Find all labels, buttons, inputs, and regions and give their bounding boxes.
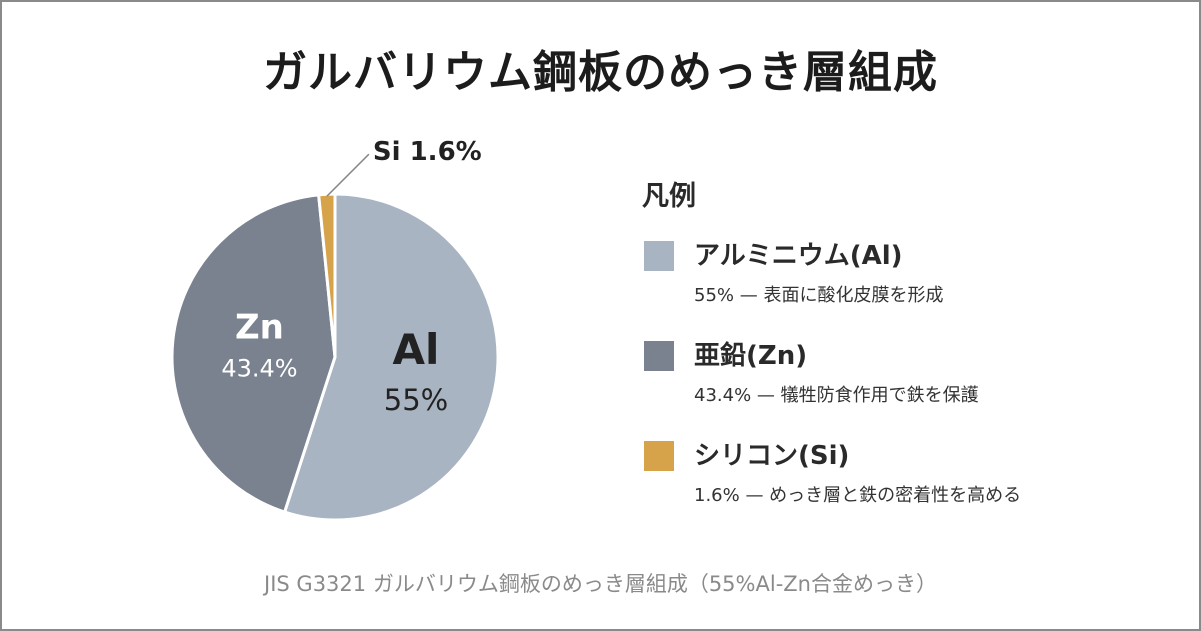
legend-title: 凡例 xyxy=(642,181,696,212)
pie-slice-aluminium xyxy=(283,192,500,522)
pie-slice-silicon xyxy=(317,192,337,359)
legend-item-silicon: シリコン(Si) 1.6% — めっき層と鉄の密着性を高める xyxy=(642,435,1182,535)
legend-item-aluminium: アルミニウム(Al) 55% — 表面に酸化皮膜を形成 xyxy=(642,235,1182,335)
footnote: JIS G3321 ガルバリウム鋼板のめっき層組成（55%Al-Zn合金めっき） xyxy=(264,572,937,596)
slice-value-aluminium: 55% xyxy=(384,383,448,417)
slice-symbol-aluminium: Al xyxy=(393,325,440,374)
legend-name-zinc: 亜鉛(Zn) xyxy=(694,341,808,371)
legend: 凡例 アルミニウム(Al) 55% — 表面に酸化皮膜を形成 亜鉛(Zn) 43… xyxy=(642,174,1182,535)
legend-desc-zinc: 43.4% — 犠牲防食作用で鉄を保護 xyxy=(694,385,979,406)
pie-labels: Al 55% Zn 43.4% Si 1.6% xyxy=(221,137,481,417)
chart-title: ガルバリウム鋼板のめっき層組成 xyxy=(263,47,938,98)
legend-desc-aluminium: 55% — 表面に酸化皮膜を形成 xyxy=(694,285,944,306)
slice-value-zinc: 43.4% xyxy=(221,355,297,383)
slice-symbol-zinc: Zn xyxy=(235,308,284,348)
legend-name-silicon: シリコン(Si) xyxy=(694,441,850,471)
legend-desc-silicon: 1.6% — めっき層と鉄の密着性を高める xyxy=(694,485,1022,506)
pie-slice-zinc xyxy=(170,193,337,514)
legend-name-aluminium: アルミニウム(Al) xyxy=(694,241,903,271)
legend-swatch-silicon xyxy=(644,441,674,471)
si-leader-line xyxy=(326,153,370,197)
slice-label-silicon: Si 1.6% xyxy=(373,137,482,167)
legend-swatch-aluminium xyxy=(644,241,674,271)
legend-swatch-zinc xyxy=(644,341,674,371)
pie-slices xyxy=(170,192,500,522)
legend-item-zinc: 亜鉛(Zn) 43.4% — 犠牲防食作用で鉄を保護 xyxy=(642,335,1182,435)
